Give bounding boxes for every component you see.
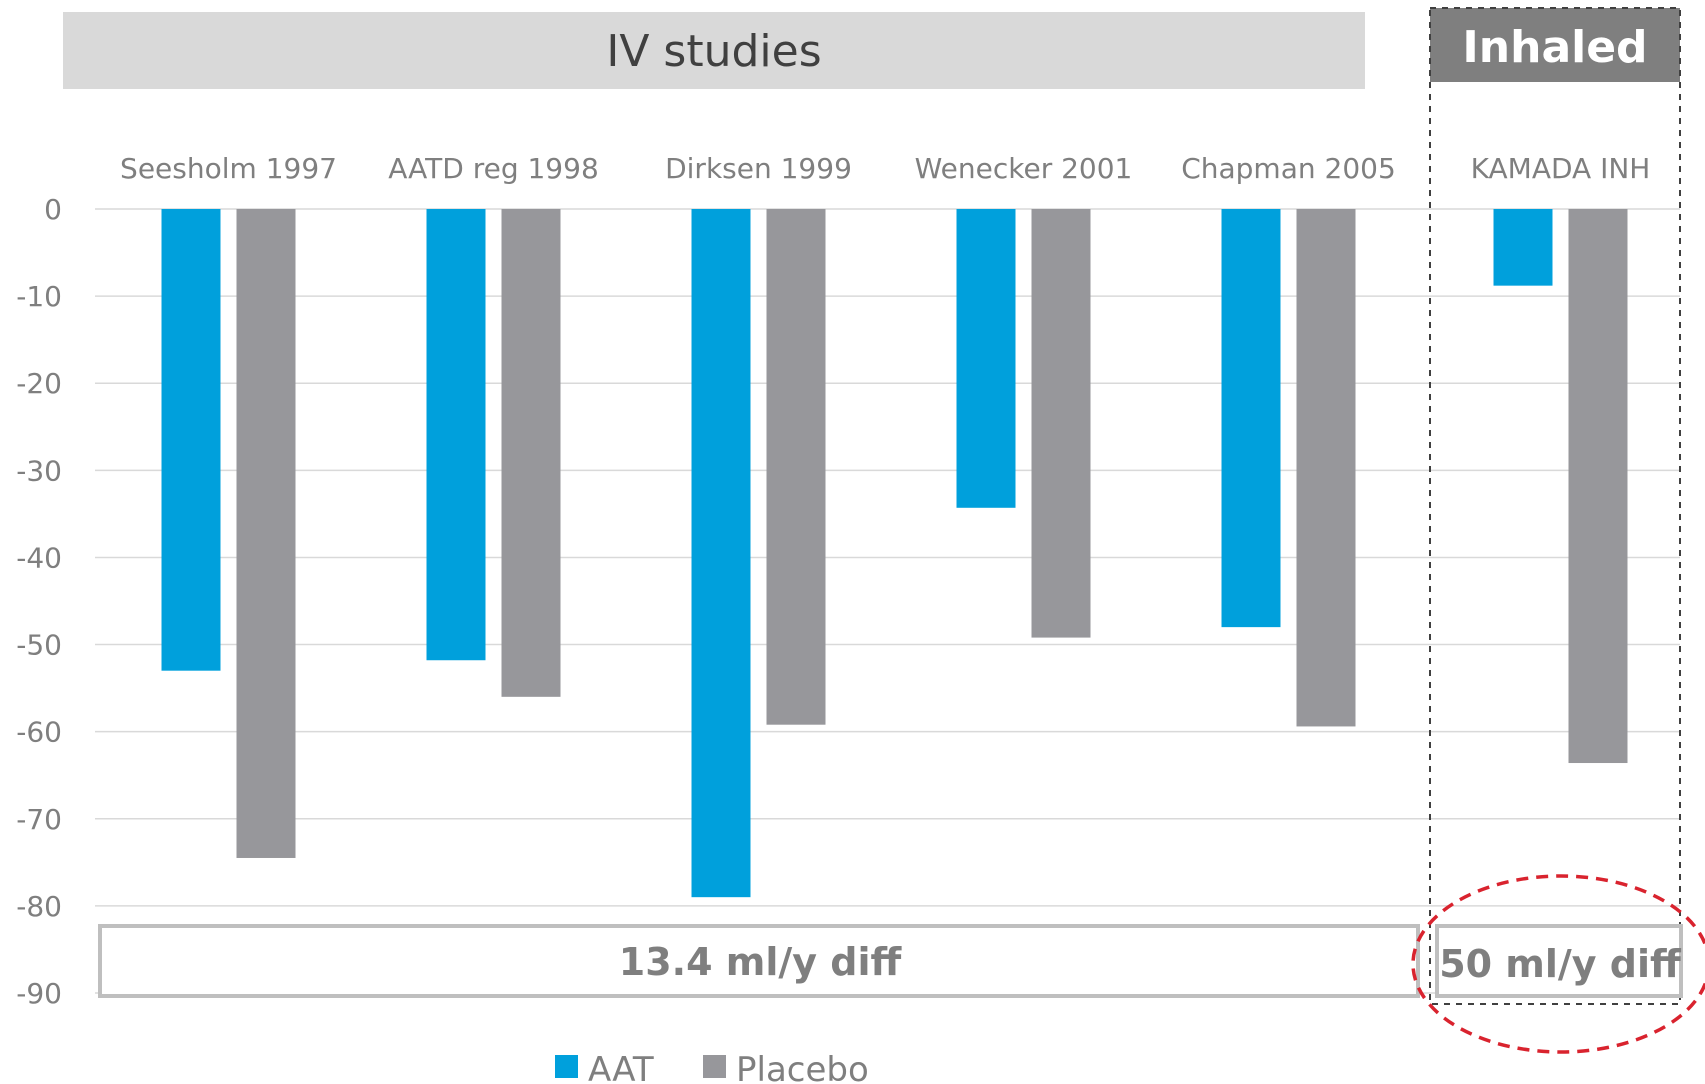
category-label: Wenecker 2001 [915, 152, 1133, 185]
bar-placebo [1031, 209, 1091, 638]
y-tick-label: -30 [16, 454, 62, 487]
category-label: Dirksen 1999 [665, 152, 852, 185]
inhaled-banner-label: Inhaled [1462, 22, 1647, 73]
bars [161, 209, 1628, 898]
y-tick-label: -80 [16, 890, 62, 923]
legend-swatch-placebo [703, 1055, 726, 1078]
gridlines [95, 208, 1680, 994]
category-labels: Seesholm 1997 AATD reg 1998 Dirksen 1999 We… [120, 152, 1650, 185]
bar-placebo [1296, 209, 1356, 727]
inhaled-diff-box [1435, 924, 1683, 998]
inhaled-diff-label: 50 ml/y diff [1439, 942, 1682, 986]
y-axis-tick-labels: 0 -10 -20 -30 -40 -50 -60 -70 -80 -90 [16, 193, 62, 1010]
y-tick-label: -40 [16, 541, 62, 574]
y-tick-label: -20 [16, 367, 62, 400]
category-label: AATD reg 1998 [388, 152, 599, 185]
iv-studies-banner-label: IV studies [606, 26, 821, 77]
inhaled-dashed-frame [1429, 7, 1681, 1005]
y-tick-label: -50 [16, 629, 62, 662]
y-tick-label: -70 [16, 803, 62, 836]
bar-aat [956, 209, 1016, 508]
bar-aat [691, 209, 751, 898]
highlight-circle [1411, 874, 1705, 1054]
y-tick-label: -90 [16, 977, 62, 1010]
category-label: Seesholm 1997 [120, 152, 337, 185]
iv-diff-box [98, 924, 1420, 998]
legend-swatch-aat [555, 1055, 578, 1078]
iv-studies-banner [63, 12, 1365, 89]
legend-label-placebo: Placebo [736, 1050, 869, 1084]
y-tick-label: -10 [16, 280, 62, 313]
y-tick-label: 0 [44, 193, 62, 226]
bar-aat [1493, 209, 1553, 286]
bar-placebo [766, 209, 826, 725]
legend-label-aat: AAT [588, 1050, 654, 1084]
bar-placebo [236, 209, 296, 858]
y-tick-label: -60 [16, 716, 62, 749]
bar-aat [1221, 209, 1281, 628]
iv-diff-label: 13.4 ml/y diff [619, 940, 903, 984]
inhaled-banner [1430, 8, 1680, 82]
category-label: Chapman 2005 [1181, 152, 1396, 185]
bar-placebo [501, 209, 561, 697]
bar-aat [161, 209, 221, 671]
category-label: KAMADA INH [1471, 152, 1651, 185]
bar-aat [426, 209, 486, 661]
bar-placebo [1568, 209, 1628, 764]
